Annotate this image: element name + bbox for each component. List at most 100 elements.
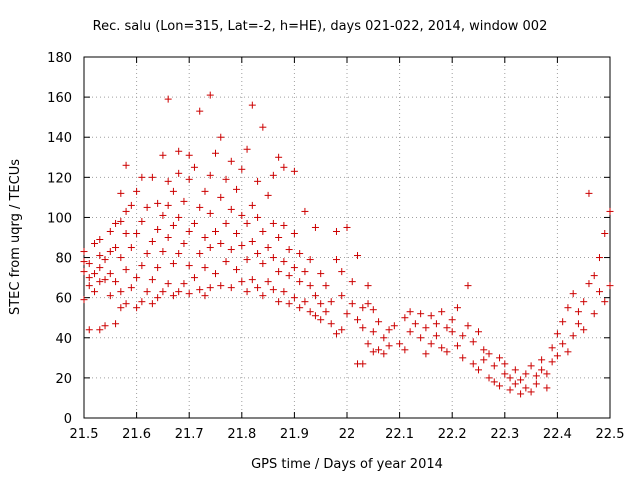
data-point [96,326,104,334]
data-point [185,151,193,159]
data-point [296,250,304,258]
data-point [185,290,193,298]
grid [84,57,610,418]
y-tick-label: 80 [55,252,72,267]
data-point [122,266,130,274]
data-point [480,346,488,354]
data-point [254,213,262,221]
data-point [501,360,509,368]
data-point [190,163,198,171]
data-point [354,316,362,324]
data-point [127,244,135,252]
data-point [543,384,551,392]
data-point [564,348,572,356]
data-point [112,320,120,328]
data-point [154,264,162,272]
data-point [448,316,456,324]
data-point [154,294,162,302]
data-point [101,256,109,264]
data-point [538,356,546,364]
data-point [601,229,609,237]
data-point [406,308,414,316]
data-point [432,332,440,340]
data-point [275,153,283,161]
data-point [327,320,335,328]
data-point [317,300,325,308]
data-point [338,326,346,334]
data-point [290,229,298,237]
data-point [217,193,225,201]
data-point [180,280,188,288]
data-point [227,246,235,254]
data-point [396,340,404,348]
data-point [469,338,477,346]
data-point [480,356,488,364]
data-point [311,223,319,231]
data-point [496,354,504,362]
data-point [201,234,209,241]
data-point [422,350,430,358]
axis-tick-labels: 21.5 21.6 21.7 21.8 21.9 22 22.1 22.2 22.3 22.4 22… [47,51,624,442]
data-point [248,238,256,246]
data-point [117,189,125,197]
data-point [196,203,204,211]
data-point [196,107,204,115]
data-point [206,91,214,99]
data-point [233,266,241,274]
data-point [175,288,183,296]
y-tick-label: 20 [55,372,72,387]
data-point [133,229,141,237]
data-point [196,250,204,258]
data-point [390,322,398,330]
data-point [306,308,314,316]
data-point [85,326,93,334]
data-point [280,258,288,266]
data-point [217,240,225,248]
data-point [548,344,556,352]
data-point [122,161,130,169]
data-point [490,378,498,386]
data-point [301,298,309,306]
data-point [280,288,288,296]
data-point [133,274,141,282]
data-point [501,370,509,378]
data-point [532,380,540,388]
y-tick-label: 120 [47,171,72,186]
data-point [96,264,104,272]
data-point [595,254,603,262]
data-point [269,219,277,227]
data-point [417,334,425,342]
data-point [175,169,183,177]
data-point [464,322,472,330]
data-point [590,272,598,280]
x-tick-label: 22 [339,427,356,442]
data-point [296,278,304,286]
data-point [511,366,519,374]
data-point [322,282,330,290]
data-point [522,370,530,378]
data-point [606,282,614,290]
data-point [148,276,156,284]
data-point [354,252,362,260]
data-point [185,227,193,235]
data-point [496,382,504,390]
data-point [227,284,235,292]
data-point [369,328,377,336]
data-point [327,298,335,306]
data-point [364,282,372,290]
data-point [190,219,198,227]
data-point [143,250,151,258]
data-point [422,324,430,332]
data-point [427,312,435,320]
data-point [80,248,88,256]
data-point [443,348,451,356]
data-point [180,197,188,205]
data-point [338,268,346,276]
data-point [248,201,256,209]
data-point [227,157,235,165]
x-tick-label: 21.6 [122,427,151,442]
data-point [175,250,183,258]
y-axis-label: STEC from uqrg / TECUs [8,159,23,315]
data-point [117,304,125,312]
data-point [154,199,162,207]
